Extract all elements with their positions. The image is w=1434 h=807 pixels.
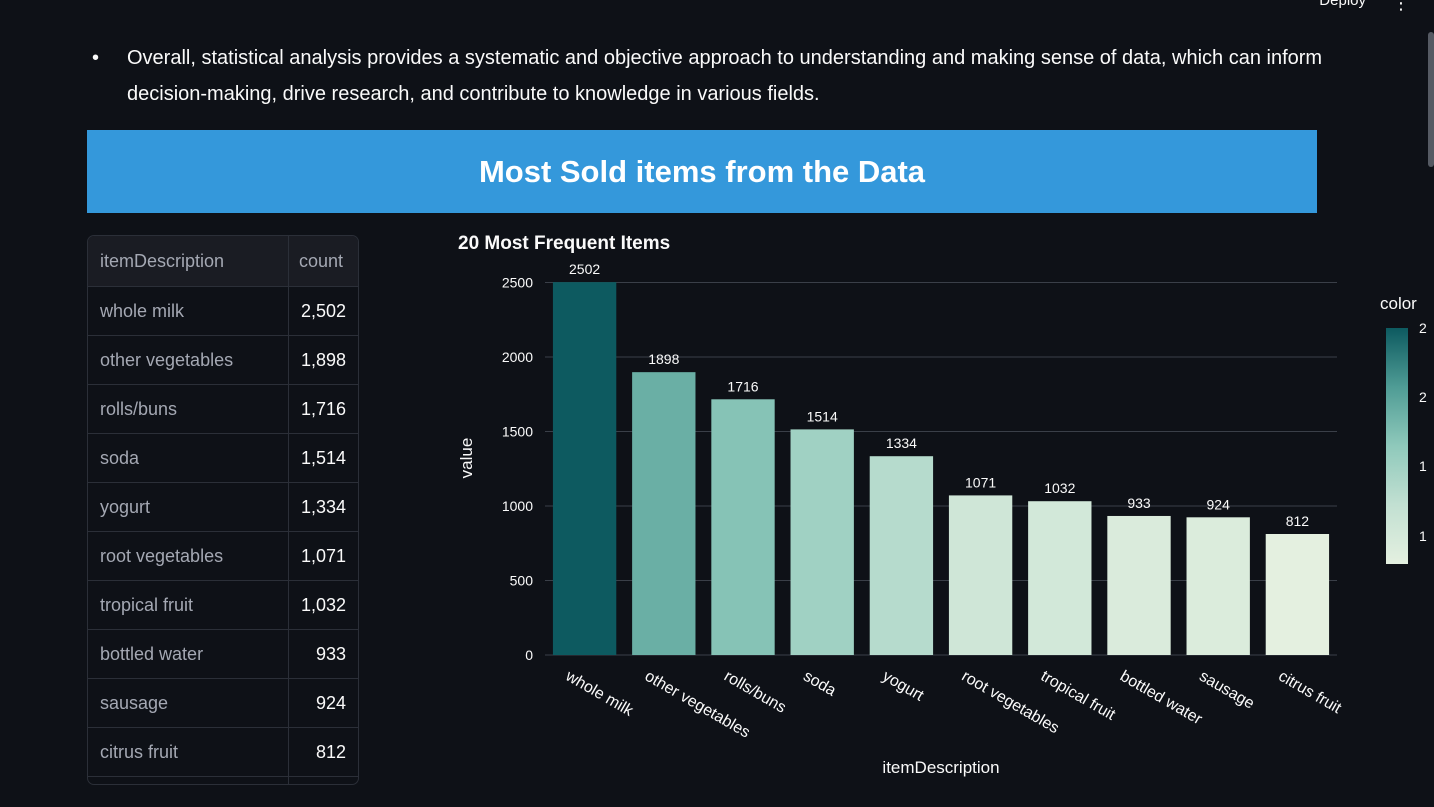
y-tick-label: 2000 [502, 349, 533, 365]
table-cell: sausage [88, 679, 289, 727]
table-cell: soda [88, 434, 289, 482]
data-label: 812 [1286, 513, 1310, 529]
y-axis-label: value [457, 438, 476, 479]
colorbar-tick-label: 2 [1419, 389, 1427, 405]
table-row-partial [88, 777, 358, 784]
table-cell: 1,514 [300, 447, 346, 468]
table-row[interactable]: other vegetables 1,898 [88, 336, 358, 385]
table-cell: 924 [315, 692, 346, 713]
bar [1028, 501, 1092, 655]
colorbar-title: color [1380, 294, 1417, 313]
table-cell: citrus fruit [88, 728, 289, 776]
x-tick-label: sausage [1196, 668, 1257, 713]
y-tick-label: 500 [510, 572, 534, 588]
colorbar-tick-label: 1 [1419, 528, 1427, 544]
table-cell: 2,502 [300, 300, 346, 321]
column-header[interactable]: itemDescription [88, 236, 289, 286]
bar [790, 429, 854, 655]
table-cell: root vegetables [88, 532, 289, 580]
bar-chart[interactable]: 20 Most Frequent Items value itemDescrip… [440, 225, 1434, 795]
table-row[interactable]: citrus fruit 812 [88, 728, 358, 777]
table-cell: yogurt [88, 483, 289, 531]
x-axis-label: itemDescription [882, 758, 999, 777]
table-row[interactable]: root vegetables 1,071 [88, 532, 358, 581]
top-bar: Deploy ⋮ [1234, 0, 1434, 14]
column-header[interactable]: count [299, 250, 344, 271]
bar [552, 282, 617, 655]
bar [632, 372, 696, 655]
table-cell [88, 777, 289, 784]
more-vert-icon[interactable]: ⋮ [1392, 0, 1410, 13]
bullet-icon: • [92, 47, 100, 69]
data-label: 1898 [648, 351, 679, 367]
table-cell: 1,032 [300, 594, 346, 615]
bar [1265, 533, 1330, 655]
bar [1186, 517, 1250, 655]
y-tick-label: 2500 [502, 274, 533, 290]
data-label: 1514 [807, 408, 838, 424]
data-label: 1334 [886, 435, 917, 451]
data-label: 1032 [1044, 480, 1075, 496]
table-cell: bottled water [88, 630, 289, 678]
table-cell: 933 [315, 643, 346, 664]
x-tick-label: soda [800, 668, 839, 700]
bar [869, 456, 934, 655]
bar [711, 399, 775, 655]
data-label: 2502 [569, 261, 600, 277]
scrollbar[interactable] [1428, 32, 1434, 167]
bar [1107, 515, 1171, 655]
x-tick-label: yogurt [879, 668, 926, 705]
deploy-button[interactable]: Deploy [1319, 0, 1366, 9]
x-tick-label: rolls/buns [721, 668, 789, 717]
data-label: 933 [1127, 495, 1151, 511]
bullet-text: Overall, statistical analysis provides a… [127, 47, 1323, 105]
table-header: itemDescription count [88, 236, 358, 287]
table-cell: tropical fruit [88, 581, 289, 629]
table-cell: whole milk [88, 287, 289, 335]
table-row[interactable]: whole milk 2,502 [88, 287, 358, 336]
table-row[interactable]: soda 1,514 [88, 434, 358, 483]
data-table[interactable]: itemDescription count whole milk 2,502 ot… [87, 235, 359, 785]
table-cell: 1,716 [300, 398, 346, 419]
y-tick-label: 0 [525, 647, 533, 663]
table-cell: 1,071 [300, 545, 346, 566]
table-row[interactable]: bottled water 933 [88, 630, 358, 679]
data-label: 1071 [965, 474, 996, 490]
data-label: 1716 [727, 378, 758, 394]
x-tick-label: citrus fruit [1275, 668, 1344, 718]
colorbar [1386, 328, 1408, 564]
x-tick-label: whole milk [562, 667, 637, 720]
table-cell: rolls/buns [88, 385, 289, 433]
colorbar-tick-label: 1 [1419, 458, 1427, 474]
table-cell: 812 [315, 741, 346, 762]
data-label: 924 [1207, 496, 1231, 512]
y-tick-label: 1000 [502, 498, 533, 514]
colorbar-tick-label: 2 [1419, 320, 1427, 336]
section-banner: Most Sold items from the Data [87, 130, 1317, 213]
banner-title: Most Sold items from the Data [478, 153, 926, 189]
bar [948, 495, 1013, 655]
table-cell: 1,334 [300, 496, 346, 517]
table-row[interactable]: tropical fruit 1,032 [88, 581, 358, 630]
chart-title: 20 Most Frequent Items [458, 233, 670, 254]
table-row[interactable]: sausage 924 [88, 679, 358, 728]
table-cell: other vegetables [88, 336, 289, 384]
table-row[interactable]: rolls/buns 1,716 [88, 385, 358, 434]
table-cell: 1,898 [300, 349, 346, 370]
table-cell [289, 777, 358, 784]
table-row[interactable]: yogurt 1,334 [88, 483, 358, 532]
colorbar-ticks: 2 2 1 1 [1419, 320, 1427, 544]
x-tick-label: bottled water [1117, 668, 1205, 729]
y-tick-label: 1500 [502, 423, 533, 439]
